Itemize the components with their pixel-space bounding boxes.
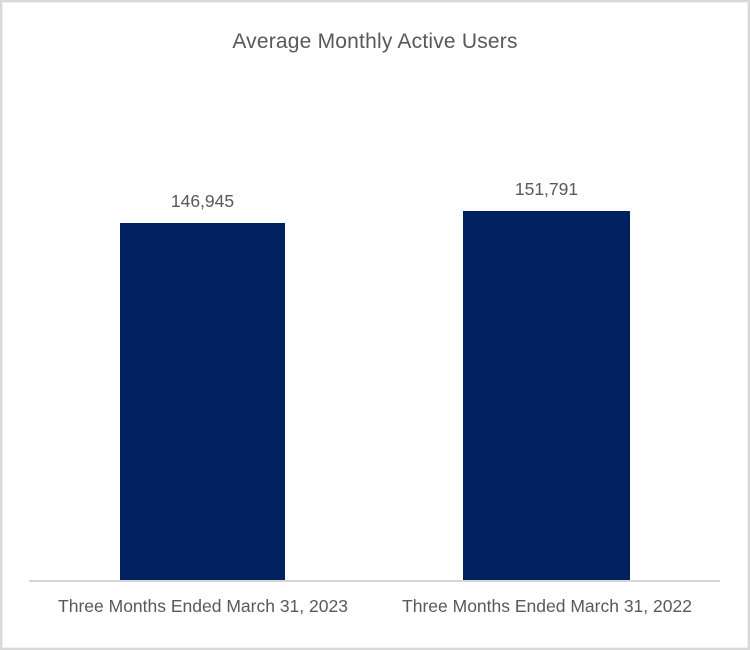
chart-title: Average Monthly Active Users — [232, 30, 518, 53]
bar-group-2023: 146,945 — [120, 191, 285, 580]
bar-group-2022: 151,791 — [463, 179, 630, 580]
bar-value-label-2023: 146,945 — [170, 191, 235, 211]
bar-2023 — [120, 223, 285, 580]
x-axis-label-2023: Three Months Ended March 31, 2023 — [58, 596, 348, 616]
bar-2022 — [463, 211, 630, 580]
x-axis-line — [29, 580, 720, 582]
bar-value-label-2022: 151,791 — [514, 179, 579, 199]
x-axis-label-2022: Three Months Ended March 31, 2022 — [402, 596, 692, 616]
